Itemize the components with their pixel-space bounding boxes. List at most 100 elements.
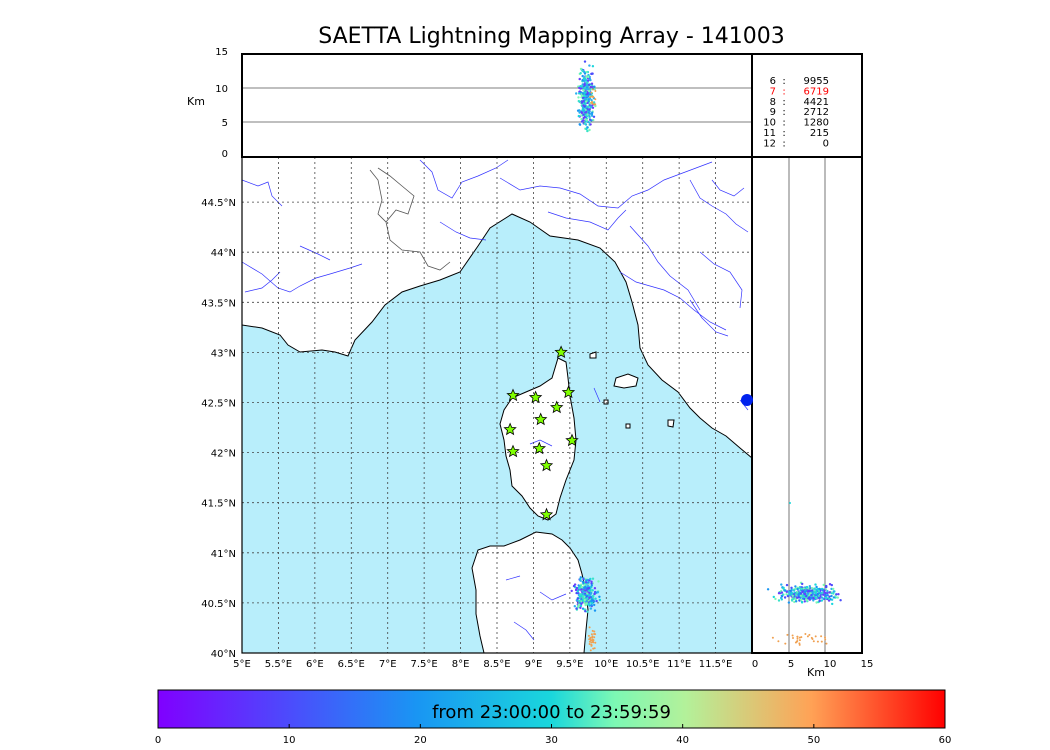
lightning-point (580, 602, 583, 605)
lightning-point (835, 593, 838, 596)
lightning-point (585, 70, 588, 74)
lightning-point (588, 116, 591, 120)
lat-tick-label: 43°N (211, 348, 236, 359)
lightning-point-late (593, 633, 596, 635)
count-row-stations: 9 (770, 107, 776, 118)
lightning-point (830, 583, 833, 587)
lightning-point (588, 108, 591, 111)
station-star-marker (549, 400, 564, 414)
lightning-point (588, 128, 591, 132)
latitude-altitude-panel (751, 156, 863, 654)
lightning-point (809, 592, 812, 595)
lightning-point (578, 599, 581, 603)
lon-tick-label: 6.5°E (338, 659, 365, 670)
count-row-separator: : (782, 86, 785, 97)
lightning-point-late (593, 647, 596, 650)
colorbar-tick-label: 40 (676, 735, 689, 746)
lightning-point (815, 601, 818, 604)
lat-tick-label: 44°N (211, 248, 236, 259)
lon-tick-label: 7°E (379, 659, 397, 670)
lightning-point (591, 106, 595, 110)
lightning-point (582, 77, 586, 80)
lightning-point (598, 598, 602, 602)
lightning-point (805, 594, 808, 598)
lon-tick-label: 10.5°E (626, 659, 660, 670)
lightning-point (579, 604, 583, 608)
lightning-point (800, 587, 803, 590)
lightning-point (581, 594, 584, 598)
lightning-point (782, 586, 785, 589)
lightning-point (592, 118, 595, 122)
lightning-point (575, 92, 578, 95)
lightning-point (832, 590, 835, 593)
lightning-point (583, 80, 586, 83)
lightning-point (777, 592, 781, 595)
lightning-point (579, 72, 582, 75)
lightning-point (806, 599, 809, 602)
lightning-point (819, 591, 822, 595)
lightning-point-late (824, 638, 827, 641)
lightning-point (787, 601, 791, 604)
lightning-point (587, 75, 590, 79)
lightning-point (818, 599, 821, 603)
lat-tick-labels: 40°N 40.5°N 41°N 41.5°N 42°N 42.5°N 43°N 43.5°N… (201, 198, 236, 660)
lightning-point (824, 596, 828, 600)
lightning-point (814, 592, 817, 595)
lat-tick-label: 43.5°N (201, 298, 236, 309)
lightning-point (580, 585, 584, 589)
count-row: 12: 0 (763, 138, 829, 149)
lightning-point-late (777, 640, 780, 643)
lightning-point-late (588, 643, 591, 645)
lightning-point (586, 113, 589, 116)
top-ylabel: Km (187, 95, 205, 108)
lightning-point (803, 592, 806, 596)
colorbar-tick-label: 20 (414, 735, 427, 746)
lightning-point (575, 607, 578, 610)
lightning-point (581, 592, 585, 595)
lightning-point (796, 587, 799, 591)
lightning-point-late (591, 629, 594, 632)
side-xtick-label: 15 (861, 659, 874, 670)
lightning-point (589, 123, 592, 126)
count-row-value: 4421 (804, 97, 829, 108)
lightning-point (593, 592, 596, 596)
station-star-marker (506, 444, 520, 458)
lightning-point (784, 589, 787, 592)
side-xtick-label: 0 (752, 659, 758, 670)
lightning-point (574, 588, 578, 592)
lightning-point (581, 590, 584, 593)
map-gridlines (242, 157, 752, 653)
lightning-point (813, 590, 816, 593)
lightning-point-late (786, 633, 789, 636)
lightning-point (580, 117, 583, 121)
lightning-point-late (825, 642, 828, 645)
map-panel (241, 156, 753, 654)
lightning-point (579, 606, 582, 609)
lightning-point (590, 580, 593, 583)
colorbar-ticks: 0 10 20 30 40 50 60 (155, 724, 951, 746)
lightning-point (575, 599, 578, 602)
lightning-point (805, 587, 808, 590)
counts-panel: 6:99557:67198:44219:271210:128011:21512:… (751, 53, 863, 158)
lightning-point-late (588, 640, 591, 643)
lightning-point (583, 122, 586, 125)
lightning-point (780, 583, 783, 586)
lightning-point (799, 592, 802, 595)
lightning-point (578, 123, 582, 126)
lightning-point (586, 587, 590, 590)
lightning-point (803, 600, 806, 603)
lightning-point (590, 114, 594, 118)
station-star-marker (532, 441, 547, 455)
lightning-point (774, 597, 777, 601)
lightning-point (578, 587, 581, 590)
lightning-point (806, 592, 810, 595)
lightning-point (583, 583, 586, 587)
lightning-point-late (590, 101, 593, 104)
count-row: 10: 1280 (763, 118, 829, 129)
count-row: 11: 215 (763, 128, 829, 139)
lightning-point (815, 585, 818, 589)
count-row-value: 1280 (804, 118, 829, 129)
lightning-point (587, 603, 590, 606)
lon-tick-label: 8.5°E (483, 659, 510, 670)
lightning-point-late (591, 95, 593, 98)
